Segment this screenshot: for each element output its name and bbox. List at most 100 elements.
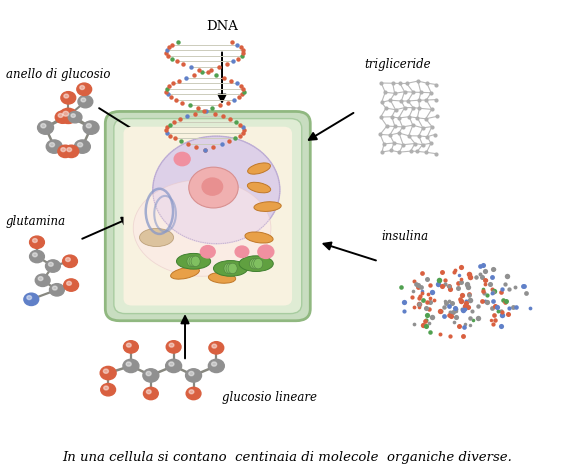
Text: glutamina: glutamina <box>6 215 66 228</box>
Circle shape <box>41 124 46 129</box>
Circle shape <box>143 369 159 382</box>
Circle shape <box>189 390 194 394</box>
Circle shape <box>29 251 44 263</box>
Circle shape <box>81 99 86 103</box>
Ellipse shape <box>254 202 281 212</box>
Circle shape <box>104 386 109 390</box>
Circle shape <box>174 153 190 166</box>
Circle shape <box>209 342 224 354</box>
Circle shape <box>63 112 68 117</box>
Circle shape <box>61 92 76 105</box>
Circle shape <box>78 96 93 109</box>
Circle shape <box>126 344 131 347</box>
Ellipse shape <box>171 268 200 279</box>
Circle shape <box>86 124 91 129</box>
Text: glucosio lineare: glucosio lineare <box>222 390 317 404</box>
Ellipse shape <box>191 257 200 267</box>
Circle shape <box>104 369 109 374</box>
Circle shape <box>55 112 70 124</box>
Circle shape <box>68 112 82 124</box>
Circle shape <box>77 84 91 96</box>
Circle shape <box>169 362 174 367</box>
Text: trigliceride: trigliceride <box>365 58 431 71</box>
Circle shape <box>49 284 64 297</box>
Circle shape <box>166 359 182 373</box>
Circle shape <box>52 287 57 290</box>
Circle shape <box>63 256 78 268</box>
Circle shape <box>38 277 43 281</box>
Circle shape <box>201 246 215 258</box>
Ellipse shape <box>133 180 271 277</box>
Ellipse shape <box>239 256 273 272</box>
Circle shape <box>126 362 131 367</box>
Ellipse shape <box>189 168 238 208</box>
Ellipse shape <box>248 164 270 175</box>
Circle shape <box>208 359 224 373</box>
Circle shape <box>48 263 53 267</box>
Circle shape <box>71 115 75 118</box>
Circle shape <box>83 122 99 135</box>
Circle shape <box>64 279 79 292</box>
Circle shape <box>189 372 194 376</box>
Circle shape <box>169 344 174 347</box>
Circle shape <box>45 260 60 273</box>
Circle shape <box>235 247 249 258</box>
Ellipse shape <box>224 264 233 274</box>
Text: DNA: DNA <box>206 20 238 33</box>
Ellipse shape <box>254 259 263 269</box>
Ellipse shape <box>177 254 210 269</box>
Circle shape <box>124 341 139 353</box>
Ellipse shape <box>189 257 198 267</box>
Circle shape <box>78 143 83 148</box>
Circle shape <box>258 246 274 259</box>
Circle shape <box>100 367 116 380</box>
Ellipse shape <box>187 257 196 267</box>
Circle shape <box>59 109 78 124</box>
Circle shape <box>186 369 201 382</box>
Circle shape <box>147 390 151 394</box>
Ellipse shape <box>247 183 271 193</box>
FancyBboxPatch shape <box>105 112 310 321</box>
Circle shape <box>202 178 223 196</box>
Circle shape <box>35 275 50 287</box>
Circle shape <box>64 146 79 158</box>
Ellipse shape <box>140 229 174 247</box>
Ellipse shape <box>252 259 260 269</box>
Circle shape <box>123 359 139 373</box>
Circle shape <box>80 86 85 90</box>
Ellipse shape <box>153 137 280 244</box>
Ellipse shape <box>250 259 259 269</box>
Text: anello di glucosio: anello di glucosio <box>6 68 110 81</box>
Circle shape <box>27 296 32 300</box>
Circle shape <box>33 239 37 243</box>
Circle shape <box>37 122 53 135</box>
Circle shape <box>49 143 55 148</box>
Circle shape <box>143 387 158 400</box>
Circle shape <box>74 140 90 154</box>
FancyBboxPatch shape <box>114 119 302 314</box>
Ellipse shape <box>208 273 236 284</box>
Ellipse shape <box>213 261 248 277</box>
Circle shape <box>166 341 181 353</box>
Circle shape <box>29 237 44 249</box>
Circle shape <box>212 362 217 367</box>
Ellipse shape <box>245 232 273 244</box>
Circle shape <box>146 372 151 376</box>
Circle shape <box>61 149 66 152</box>
Circle shape <box>24 294 39 306</box>
Ellipse shape <box>226 264 235 274</box>
Circle shape <box>67 282 71 286</box>
Circle shape <box>212 345 217 348</box>
Text: insulina: insulina <box>381 229 428 242</box>
FancyBboxPatch shape <box>124 128 292 306</box>
Circle shape <box>58 146 72 158</box>
Circle shape <box>101 384 116 396</box>
Circle shape <box>67 149 72 152</box>
Circle shape <box>186 387 201 400</box>
Circle shape <box>58 114 63 118</box>
Ellipse shape <box>228 264 237 274</box>
Circle shape <box>64 95 68 99</box>
Circle shape <box>46 140 62 154</box>
Circle shape <box>66 258 70 262</box>
Circle shape <box>33 253 37 257</box>
